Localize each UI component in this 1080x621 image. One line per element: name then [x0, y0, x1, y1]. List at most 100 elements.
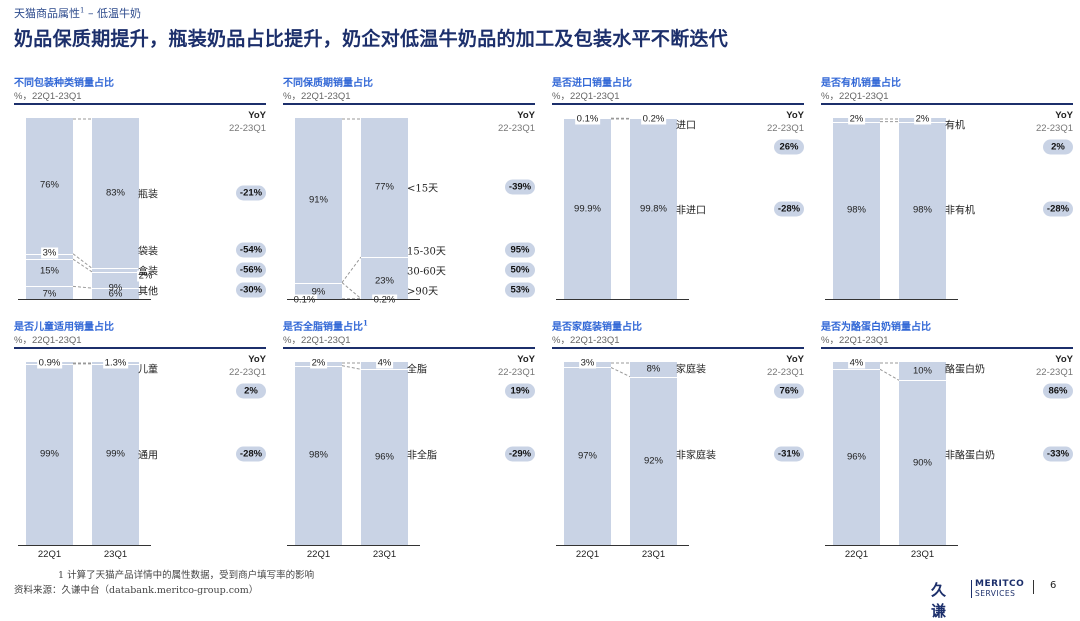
x-axis-baseline [825, 299, 958, 300]
value-label: 2% [914, 114, 932, 125]
bar-segment [630, 377, 677, 378]
yoy-pill: 19% [505, 384, 535, 399]
yoy-pill: 2% [236, 384, 266, 399]
bar-segment [295, 283, 342, 284]
yoy-pill: 53% [505, 283, 535, 298]
section-tag: 天猫商品属性1 – 低温牛奶 [14, 5, 141, 21]
value-label: 96% [375, 452, 394, 463]
category-label: 家庭装 [676, 361, 706, 376]
category-label: 非家庭装 [676, 446, 716, 461]
category-label: >90天 [407, 283, 438, 298]
yoy-pill: -39% [505, 180, 535, 195]
value-label: 15% [40, 266, 59, 277]
bar-segment [899, 380, 946, 381]
value-label: 90% [913, 457, 932, 468]
value-label: 99% [40, 449, 59, 460]
yoy-pill: -29% [505, 446, 535, 461]
value-label: 2% [310, 358, 328, 369]
stacked-bar [630, 362, 677, 545]
x-axis-baseline [556, 299, 689, 300]
bar-segment [361, 257, 408, 258]
x-axis-baseline [556, 545, 689, 546]
value-label: 91% [309, 195, 328, 206]
logo-en-subtext: SERVICES [975, 589, 1015, 598]
connector-line [342, 366, 361, 370]
value-label: 3% [41, 247, 59, 258]
yoy-pill: 26% [774, 140, 804, 155]
category-label: 瓶装 [138, 186, 158, 201]
value-label: 99% [106, 449, 125, 460]
stacked-bar [899, 362, 946, 545]
x-axis-baseline [825, 545, 958, 546]
value-label: 10% [913, 366, 932, 377]
bar-segment [92, 272, 139, 273]
yoy-pill: -28% [774, 201, 804, 216]
value-label: 0.2% [641, 114, 667, 125]
x-tick-label: 23Q1 [911, 549, 934, 560]
page-separator [1033, 580, 1034, 594]
value-label: 1.3% [103, 358, 129, 369]
value-label: 4% [848, 358, 866, 369]
yoy-pill: 50% [505, 263, 535, 278]
x-axis-baseline [287, 299, 420, 300]
logo-cn-text: 久谦 [931, 579, 946, 621]
bar-segment [26, 259, 73, 260]
value-label: 76% [40, 179, 59, 190]
connector-line [73, 286, 92, 288]
yoy-pill: 95% [505, 243, 535, 258]
category-label: 其他 [138, 283, 158, 298]
stacked-bar [92, 118, 139, 299]
x-tick-label: 23Q1 [104, 549, 127, 560]
yoy-pill: -28% [1043, 201, 1073, 216]
logo-divider [971, 580, 972, 598]
page-title: 奶品保质期提升，瓶装奶品占比提升，奶企对低温牛奶品的加工及包装水平不断迭代 [14, 24, 728, 51]
value-label: 77% [375, 182, 394, 193]
bar-segment [92, 268, 139, 269]
x-tick-label: 22Q1 [576, 549, 599, 560]
value-label: 92% [644, 455, 663, 466]
category-label: 非进口 [676, 201, 706, 216]
source-note: 资料来源：久谦中台（databank.meritco-group.com） [14, 582, 258, 596]
connector-line [342, 257, 361, 283]
value-label: 98% [309, 450, 328, 461]
value-label: 99.8% [640, 203, 667, 214]
x-axis-baseline [287, 545, 420, 546]
category-label: 非有机 [945, 201, 975, 216]
value-label: 9% [109, 282, 123, 293]
category-label: 酪蛋白奶 [945, 361, 985, 376]
yoy-pill: -30% [236, 283, 266, 298]
footnote: 1 计算了天猫产品详情中的属性数据，受到商户填写率的影响 [58, 567, 314, 581]
yoy-pill: -31% [774, 446, 804, 461]
value-label: 3% [579, 358, 597, 369]
x-tick-label: 22Q1 [38, 549, 61, 560]
x-axis-baseline [18, 299, 151, 300]
value-label: 83% [106, 188, 125, 199]
value-label: 0.9% [37, 358, 63, 369]
connector-line [880, 369, 899, 380]
value-label: 23% [375, 275, 394, 286]
value-label: 9% [312, 287, 326, 298]
bar-segment [833, 369, 880, 370]
bar-segment [26, 286, 73, 287]
yoy-pill: -56% [236, 263, 266, 278]
value-label: 8% [647, 364, 661, 375]
category-label: 有机 [945, 117, 965, 132]
value-label: 0.1% [575, 114, 601, 125]
category-label: 非酪蛋白奶 [945, 446, 995, 461]
value-label: 99.9% [574, 203, 601, 214]
x-tick-label: 23Q1 [642, 549, 665, 560]
value-label: 4% [376, 358, 394, 369]
category-label: 盒装 [138, 263, 158, 278]
x-tick-label: 22Q1 [307, 549, 330, 560]
x-axis-baseline [18, 545, 151, 546]
value-label: 98% [913, 205, 932, 216]
category-label: 袋装 [138, 243, 158, 258]
